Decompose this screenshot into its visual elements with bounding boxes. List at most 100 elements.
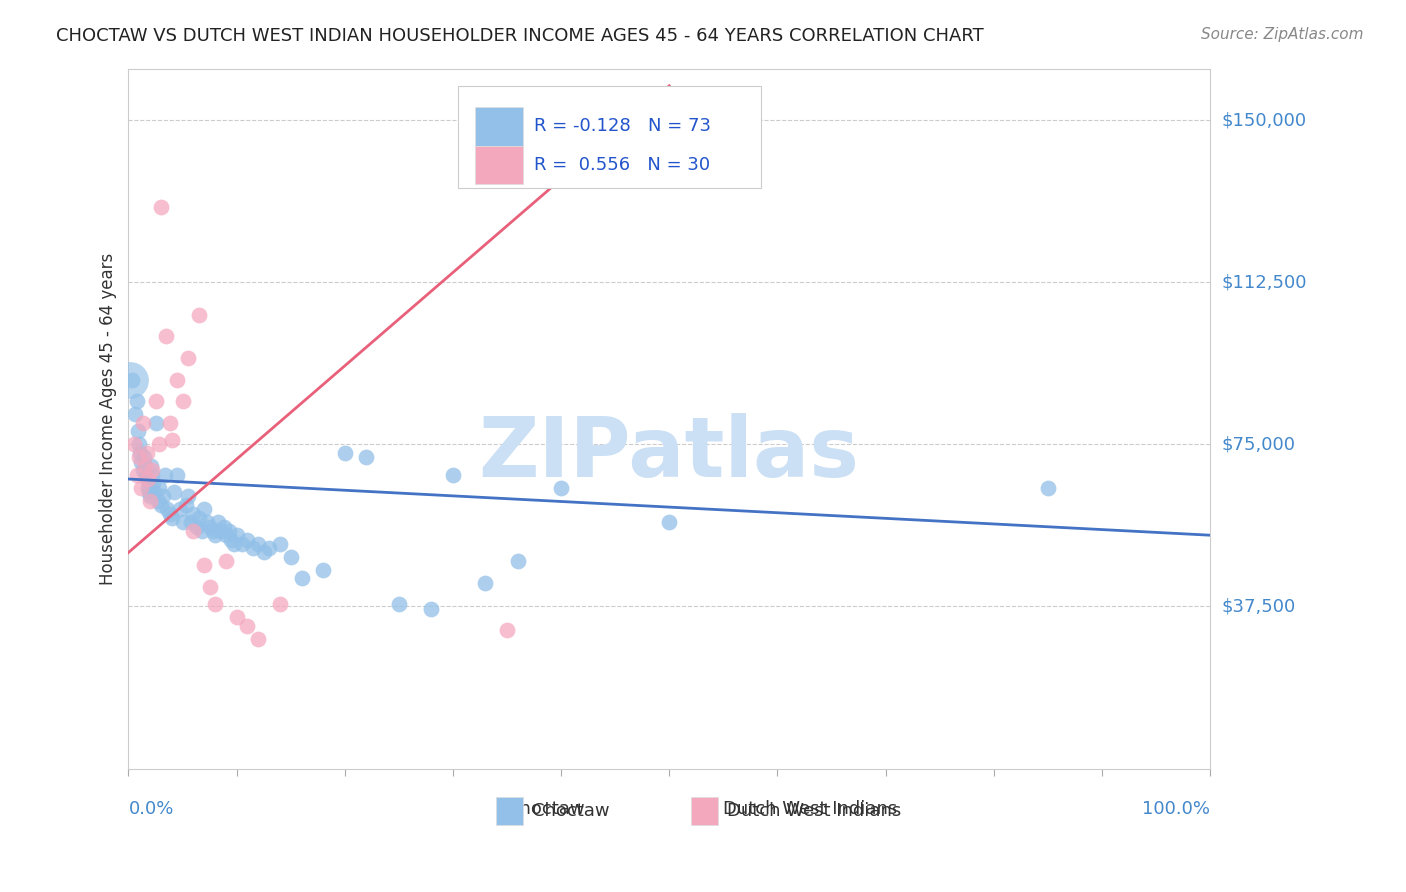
Point [135, 446, 157, 460]
Point [145, 416, 167, 430]
Point [148, 437, 170, 451]
Point [163, 485, 186, 500]
Text: $150,000: $150,000 [1222, 112, 1306, 129]
Point [174, 498, 197, 512]
Point [312, 563, 335, 577]
Point [474, 575, 496, 590]
Point [257, 541, 280, 556]
Point [333, 446, 356, 460]
Point [142, 476, 165, 491]
Point [128, 437, 150, 451]
Point [218, 524, 240, 538]
Point [166, 467, 188, 482]
Point [159, 507, 181, 521]
Point [139, 493, 162, 508]
Point [215, 554, 238, 568]
Point [143, 485, 166, 500]
Point [148, 481, 170, 495]
Point [169, 502, 191, 516]
Point [118, 373, 141, 387]
Point [160, 511, 183, 525]
Text: ZIPatlas: ZIPatlas [479, 413, 859, 494]
Point [127, 425, 149, 439]
Point [193, 558, 215, 573]
Point [159, 416, 181, 430]
Point [225, 528, 247, 542]
Point [231, 537, 253, 551]
Point [156, 502, 179, 516]
Point [135, 467, 157, 482]
Point [166, 373, 188, 387]
Point [420, 601, 443, 615]
Point [224, 537, 246, 551]
Point [506, 554, 529, 568]
Point [136, 481, 159, 495]
Point [127, 394, 149, 409]
Point [183, 524, 205, 538]
Point [152, 489, 174, 503]
Text: R =  0.556   N = 30: R = 0.556 N = 30 [534, 156, 710, 174]
Point [236, 619, 259, 633]
Point [215, 528, 238, 542]
Point [183, 507, 205, 521]
Point [290, 571, 312, 585]
Point [198, 519, 221, 533]
Point [149, 498, 172, 512]
Point [204, 528, 226, 542]
Point [172, 394, 194, 409]
Text: 100.0%: 100.0% [1142, 800, 1211, 818]
Text: Choctaw: Choctaw [508, 800, 585, 818]
Point [242, 541, 264, 556]
Text: $112,500: $112,500 [1222, 274, 1306, 292]
Bar [458, 86, 761, 187]
Y-axis label: Householder Income Ages 45 - 64 years: Householder Income Ages 45 - 64 years [100, 252, 117, 584]
Point [135, 472, 157, 486]
Point [247, 632, 270, 646]
Point [658, 515, 681, 529]
Point [280, 549, 302, 564]
Point [145, 394, 167, 409]
Point [193, 502, 215, 516]
Point [172, 515, 194, 529]
Point [136, 472, 159, 486]
Point [141, 463, 163, 477]
Point [187, 308, 209, 322]
Point [160, 433, 183, 447]
Point [127, 467, 149, 482]
Text: 0.0%: 0.0% [128, 800, 174, 818]
Point [122, 437, 145, 451]
Point [207, 515, 229, 529]
Point [138, 485, 160, 500]
Point [149, 200, 172, 214]
Point [132, 450, 155, 465]
Point [441, 467, 464, 482]
Bar [690, 797, 718, 824]
Point [131, 455, 153, 469]
Point [1036, 481, 1059, 495]
Point [247, 537, 270, 551]
Text: $37,500: $37,500 [1222, 598, 1295, 615]
Point [187, 511, 209, 525]
Text: R = -0.128   N = 73: R = -0.128 N = 73 [534, 117, 711, 136]
Point [201, 524, 224, 538]
Point [496, 624, 519, 638]
Point [131, 416, 153, 430]
Point [180, 515, 202, 529]
Point [219, 533, 242, 547]
Point [155, 467, 177, 482]
Text: Choctaw: Choctaw [531, 802, 610, 820]
Text: $75,000: $75,000 [1222, 435, 1295, 453]
Point [131, 481, 153, 495]
Point [128, 450, 150, 465]
Point [388, 598, 411, 612]
Point [209, 524, 232, 538]
Point [131, 463, 153, 477]
Point [134, 458, 156, 473]
Point [212, 519, 235, 533]
Point [139, 489, 162, 503]
Point [141, 458, 163, 473]
Point [253, 545, 276, 559]
Point [186, 519, 208, 533]
Point [550, 481, 572, 495]
Point [121, 373, 143, 387]
